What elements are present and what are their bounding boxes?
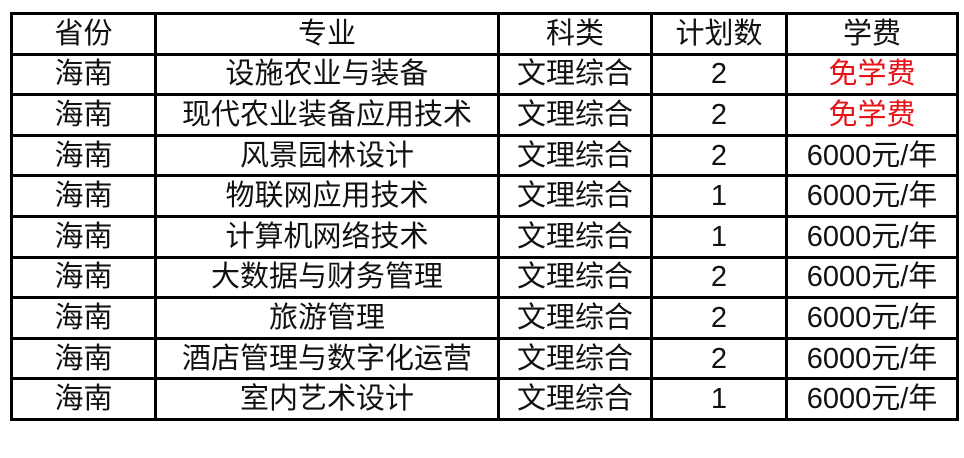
cell-plan-count: 2 [650, 52, 788, 97]
cell-tuition: 6000元/年 [785, 255, 959, 300]
cell-province: 海南 [10, 174, 157, 218]
cell-category: 文理综合 [497, 377, 653, 421]
cell-major: 室内艺术设计 [154, 377, 500, 421]
cell-major: 风景园林设计 [154, 133, 500, 178]
table-row: 海南 旅游管理 文理综合 2 6000元/年 [10, 296, 959, 340]
cell-province: 海南 [10, 214, 157, 259]
cell-major: 计算机网络技术 [154, 214, 500, 259]
cell-tuition: 免学费 [785, 93, 959, 137]
cell-province: 海南 [10, 133, 157, 178]
cell-tuition: 6000元/年 [785, 336, 959, 381]
cell-major: 物联网应用技术 [154, 174, 500, 218]
cell-province: 海南 [10, 255, 157, 300]
cell-tuition: 6000元/年 [785, 174, 959, 218]
cell-province: 海南 [10, 296, 157, 340]
cell-major: 酒店管理与数字化运营 [154, 336, 500, 381]
cell-province: 海南 [10, 377, 157, 421]
cell-category: 文理综合 [497, 174, 653, 218]
table-row: 海南 物联网应用技术 文理综合 1 6000元/年 [10, 174, 959, 218]
cell-plan-count: 2 [650, 255, 788, 300]
cell-category: 文理综合 [497, 296, 653, 340]
table-row: 海南 计算机网络技术 文理综合 1 6000元/年 [10, 214, 959, 259]
cell-province: 海南 [10, 52, 157, 97]
header-plan-count: 计划数 [650, 12, 788, 56]
header-row: 省份 专业 科类 计划数 学费 [10, 12, 959, 56]
table-row: 海南 室内艺术设计 文理综合 1 6000元/年 [10, 377, 959, 421]
table-row: 海南 设施农业与装备 文理综合 2 免学费 [10, 52, 959, 97]
header-major: 专业 [154, 12, 500, 56]
enrollment-plan-table: 省份 专业 科类 计划数 学费 海南 设施农业与装备 文理综合 2 免学费 海南 现代农业装备应用技… [10, 12, 959, 421]
cell-category: 文理综合 [497, 52, 653, 97]
cell-plan-count: 2 [650, 93, 788, 137]
cell-category: 文理综合 [497, 133, 653, 178]
header-tuition: 学费 [785, 12, 959, 56]
cell-major: 设施农业与装备 [154, 52, 500, 97]
cell-category: 文理综合 [497, 93, 653, 137]
cell-major: 旅游管理 [154, 296, 500, 340]
cell-tuition: 6000元/年 [785, 133, 959, 178]
cell-major: 大数据与财务管理 [154, 255, 500, 300]
cell-plan-count: 1 [650, 377, 788, 421]
cell-plan-count: 1 [650, 174, 788, 218]
cell-tuition: 6000元/年 [785, 214, 959, 259]
cell-major: 现代农业装备应用技术 [154, 93, 500, 137]
table-row: 海南 现代农业装备应用技术 文理综合 2 免学费 [10, 93, 959, 137]
table-row: 海南 风景园林设计 文理综合 2 6000元/年 [10, 133, 959, 178]
header-province: 省份 [10, 12, 157, 56]
cell-province: 海南 [10, 93, 157, 137]
cell-tuition: 免学费 [785, 52, 959, 97]
cell-tuition: 6000元/年 [785, 377, 959, 421]
cell-category: 文理综合 [497, 255, 653, 300]
cell-category: 文理综合 [497, 336, 653, 381]
cell-plan-count: 2 [650, 133, 788, 178]
cell-plan-count: 2 [650, 336, 788, 381]
cell-plan-count: 1 [650, 214, 788, 259]
table-row: 海南 酒店管理与数字化运营 文理综合 2 6000元/年 [10, 336, 959, 381]
cell-province: 海南 [10, 336, 157, 381]
table-row: 海南 大数据与财务管理 文理综合 2 6000元/年 [10, 255, 959, 300]
cell-tuition: 6000元/年 [785, 296, 959, 340]
cell-category: 文理综合 [497, 214, 653, 259]
header-category: 科类 [497, 12, 653, 56]
cell-plan-count: 2 [650, 296, 788, 340]
